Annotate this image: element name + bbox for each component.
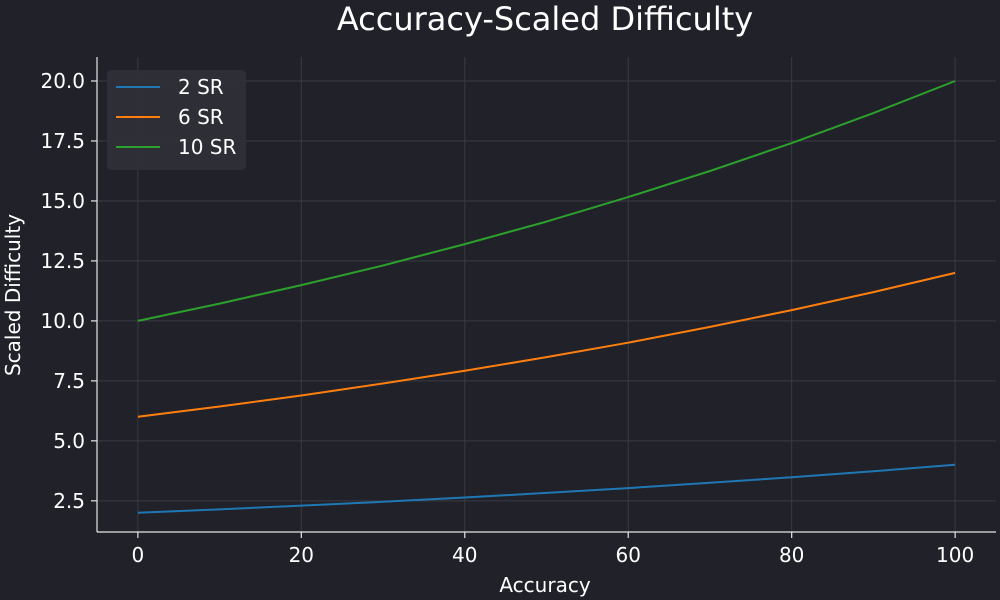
x-axis-label: Accuracy — [499, 573, 590, 597]
x-tick-label: 0 — [131, 543, 144, 567]
x-tick-label: 60 — [616, 543, 641, 567]
x-tick-label: 20 — [289, 543, 314, 567]
x-tick-label: 100 — [936, 543, 974, 567]
series-lines — [138, 81, 955, 513]
x-tick-label: 80 — [779, 543, 804, 567]
y-tick-label: 15.0 — [40, 189, 85, 213]
y-axis-label: Scaled Difficulty — [1, 214, 25, 376]
x-tick-label: 40 — [452, 543, 477, 567]
legend-label: 2 SR — [178, 75, 224, 99]
y-tick-label: 7.5 — [53, 369, 85, 393]
y-tick-label: 17.5 — [40, 129, 85, 153]
series-line-2-sr — [138, 465, 955, 513]
legend: 2 SR 6 SR 10 SR — [107, 70, 246, 170]
legend-label: 6 SR — [178, 105, 224, 129]
y-tick-label: 10.0 — [40, 309, 85, 333]
y-tick-label: 20.0 — [40, 69, 85, 93]
legend-label: 10 SR — [178, 135, 237, 159]
y-tick-label: 5.0 — [53, 429, 85, 453]
y-tick-label: 12.5 — [40, 249, 85, 273]
chart-title: Accuracy-Scaled Difficulty — [337, 0, 753, 38]
y-tick-label: 2.5 — [53, 489, 85, 513]
